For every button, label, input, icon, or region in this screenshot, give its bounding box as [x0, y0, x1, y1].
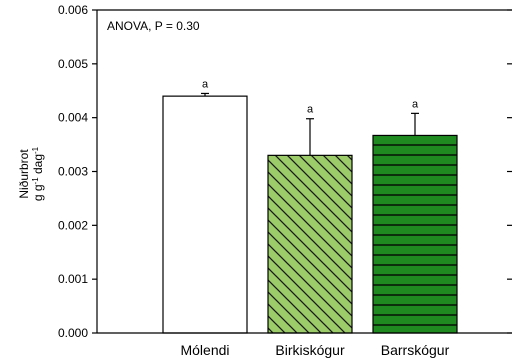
bar-mólendi	[162, 95, 248, 334]
y-tick-label: 0.002	[58, 218, 88, 232]
significance-letter: a	[412, 98, 419, 110]
anova-annotation: ANOVA, P = 0.30	[107, 19, 200, 33]
y-tick-label: 0.004	[58, 111, 88, 125]
y-tick-label: 0.000	[58, 326, 88, 340]
y-axis-title-line1: Niðurbrot	[17, 149, 31, 199]
bars: a Mólendi a Birkiskógur a Barrskógur	[162, 78, 458, 358]
significance-letter: a	[202, 78, 209, 90]
x-category-label: Barrskógur	[381, 342, 450, 358]
x-category-label: Birkiskógur	[275, 342, 345, 358]
y-tick-label: 0.006	[58, 3, 88, 17]
significance-letter: a	[307, 104, 314, 116]
y-axis-title: Niðurbrot g g-1 dag-1	[17, 146, 45, 201]
bar-barrskógur	[372, 134, 458, 334]
plot-frame	[96, 9, 512, 334]
y-tick-label: 0.001	[58, 272, 88, 286]
x-category-label: Mólendi	[180, 342, 229, 358]
bar-birkiskógur	[267, 154, 353, 334]
y-tick-label: 0.003	[58, 165, 88, 179]
y-axis-title-line2: g g-1 dag-1	[31, 146, 46, 201]
y-tick-label: 0.005	[58, 57, 88, 71]
y-axis-ticks: 0.000 0.001 0.002 0.003 0.004 0.005 0.006	[58, 3, 512, 340]
